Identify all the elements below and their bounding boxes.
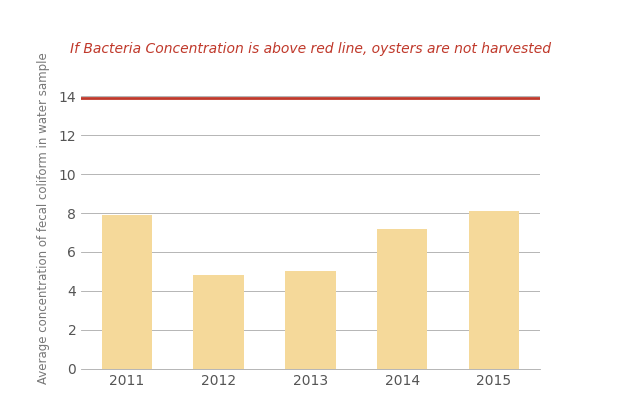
Bar xyxy=(193,275,244,369)
Y-axis label: Average concentration of fecal coliform in water sample: Average concentration of fecal coliform … xyxy=(37,52,51,384)
Bar xyxy=(469,211,519,369)
Bar xyxy=(377,229,427,369)
Title: If Bacteria Concentration is above red line, oysters are not harvested: If Bacteria Concentration is above red l… xyxy=(70,42,551,56)
Bar xyxy=(285,272,336,369)
Bar xyxy=(102,215,152,369)
